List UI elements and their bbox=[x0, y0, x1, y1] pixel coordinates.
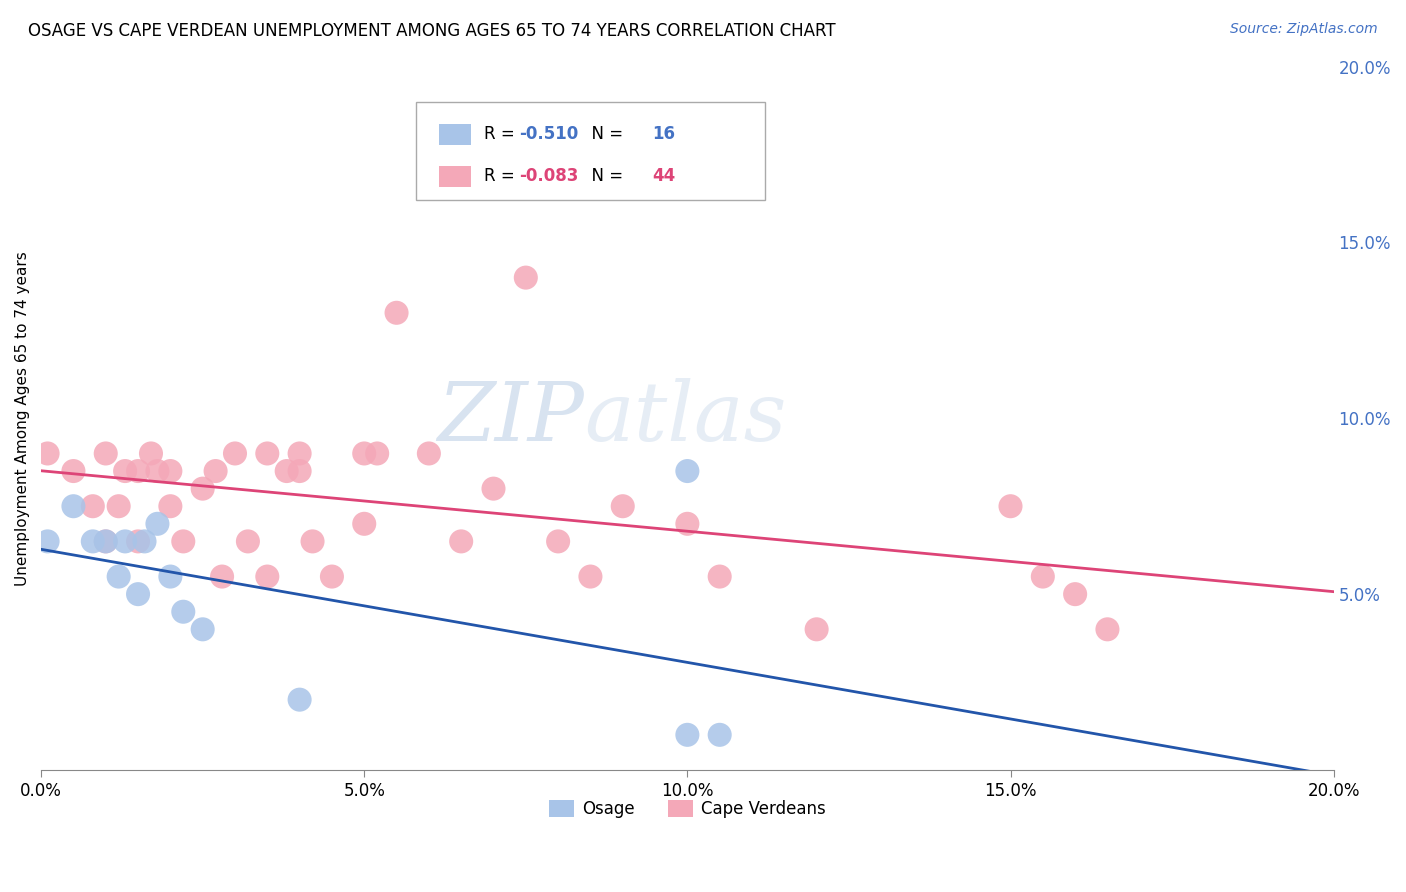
Point bbox=[204, 464, 226, 478]
Point bbox=[134, 534, 156, 549]
Point bbox=[159, 500, 181, 514]
Point bbox=[146, 516, 169, 531]
Point bbox=[709, 569, 731, 583]
Point bbox=[256, 569, 278, 583]
Point bbox=[676, 464, 699, 478]
Point bbox=[676, 516, 699, 531]
Point bbox=[94, 446, 117, 460]
Point bbox=[236, 534, 259, 549]
Point bbox=[515, 270, 537, 285]
Point bbox=[418, 446, 440, 460]
FancyBboxPatch shape bbox=[439, 166, 471, 187]
Text: ZIP: ZIP bbox=[437, 378, 583, 458]
Point bbox=[301, 534, 323, 549]
Text: atlas: atlas bbox=[583, 378, 786, 458]
Point bbox=[288, 446, 311, 460]
Point bbox=[353, 516, 375, 531]
Text: Source: ZipAtlas.com: Source: ZipAtlas.com bbox=[1230, 22, 1378, 37]
Point bbox=[94, 534, 117, 549]
Point bbox=[62, 464, 84, 478]
Point bbox=[276, 464, 298, 478]
Point bbox=[114, 534, 136, 549]
Point bbox=[450, 534, 472, 549]
Point bbox=[37, 446, 59, 460]
Point bbox=[353, 446, 375, 460]
Text: 44: 44 bbox=[652, 168, 675, 186]
Point bbox=[288, 464, 311, 478]
Point bbox=[127, 534, 149, 549]
Point bbox=[191, 623, 214, 637]
Point bbox=[1097, 623, 1119, 637]
Text: OSAGE VS CAPE VERDEAN UNEMPLOYMENT AMONG AGES 65 TO 74 YEARS CORRELATION CHART: OSAGE VS CAPE VERDEAN UNEMPLOYMENT AMONG… bbox=[28, 22, 835, 40]
Point bbox=[579, 569, 602, 583]
Point bbox=[482, 482, 505, 496]
Point bbox=[256, 446, 278, 460]
Point bbox=[709, 728, 731, 742]
Text: R =: R = bbox=[484, 125, 520, 143]
Point bbox=[107, 500, 129, 514]
Point bbox=[62, 500, 84, 514]
Point bbox=[806, 623, 828, 637]
Point bbox=[159, 464, 181, 478]
Point bbox=[127, 587, 149, 601]
Point bbox=[127, 464, 149, 478]
FancyBboxPatch shape bbox=[416, 102, 765, 200]
Y-axis label: Unemployment Among Ages 65 to 74 years: Unemployment Among Ages 65 to 74 years bbox=[15, 251, 30, 586]
Point bbox=[676, 728, 699, 742]
Text: -0.510: -0.510 bbox=[519, 125, 579, 143]
Text: 16: 16 bbox=[652, 125, 675, 143]
Point bbox=[172, 605, 194, 619]
Text: N =: N = bbox=[581, 125, 628, 143]
Point bbox=[1064, 587, 1087, 601]
Point bbox=[1000, 500, 1022, 514]
FancyBboxPatch shape bbox=[439, 124, 471, 145]
Point bbox=[1032, 569, 1054, 583]
Point bbox=[107, 569, 129, 583]
Point bbox=[139, 446, 162, 460]
Text: -0.083: -0.083 bbox=[519, 168, 579, 186]
Point bbox=[159, 569, 181, 583]
Point bbox=[288, 692, 311, 706]
Point bbox=[94, 534, 117, 549]
Legend: Osage, Cape Verdeans: Osage, Cape Verdeans bbox=[543, 794, 832, 825]
Point bbox=[224, 446, 246, 460]
Point bbox=[82, 534, 104, 549]
Point bbox=[547, 534, 569, 549]
Point bbox=[172, 534, 194, 549]
Point bbox=[321, 569, 343, 583]
Point bbox=[82, 500, 104, 514]
Point bbox=[146, 464, 169, 478]
Point bbox=[191, 482, 214, 496]
Point bbox=[37, 534, 59, 549]
Point bbox=[366, 446, 388, 460]
Point bbox=[612, 500, 634, 514]
Text: N =: N = bbox=[581, 168, 628, 186]
Point bbox=[114, 464, 136, 478]
Text: R =: R = bbox=[484, 168, 520, 186]
Point bbox=[385, 306, 408, 320]
Point bbox=[211, 569, 233, 583]
